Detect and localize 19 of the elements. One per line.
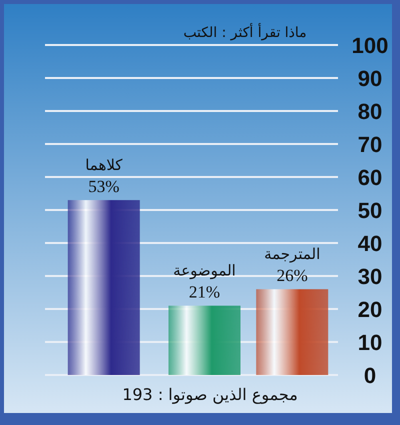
x-tick-label: المترجمة [264, 245, 320, 264]
data-label: 26% [276, 266, 308, 286]
y-tick-label: 20 [358, 297, 382, 322]
chart-title: ماذا تقرأ أكثر : الكتب [183, 23, 307, 41]
y-tick-label: 30 [358, 264, 382, 289]
y-tick-label: 80 [358, 99, 382, 124]
y-tick-label: 90 [358, 66, 382, 91]
x-tick-label: الموضوعة [173, 262, 236, 280]
y-tick-label: 10 [358, 330, 382, 355]
data-label: 21% [188, 282, 220, 302]
y-tick-label: 70 [358, 132, 382, 157]
x-tick-label: كلاهما [85, 156, 124, 174]
y-tick-label: 60 [358, 165, 382, 190]
data-label: 53% [88, 177, 120, 196]
y-tick-label: 0 [364, 363, 376, 388]
y-tick-label: 50 [358, 198, 382, 223]
y-tick-label: 100 [352, 33, 388, 58]
text: مجموع الذين صوتوا : 193 [122, 385, 298, 404]
y-tick-label: 40 [358, 231, 382, 256]
